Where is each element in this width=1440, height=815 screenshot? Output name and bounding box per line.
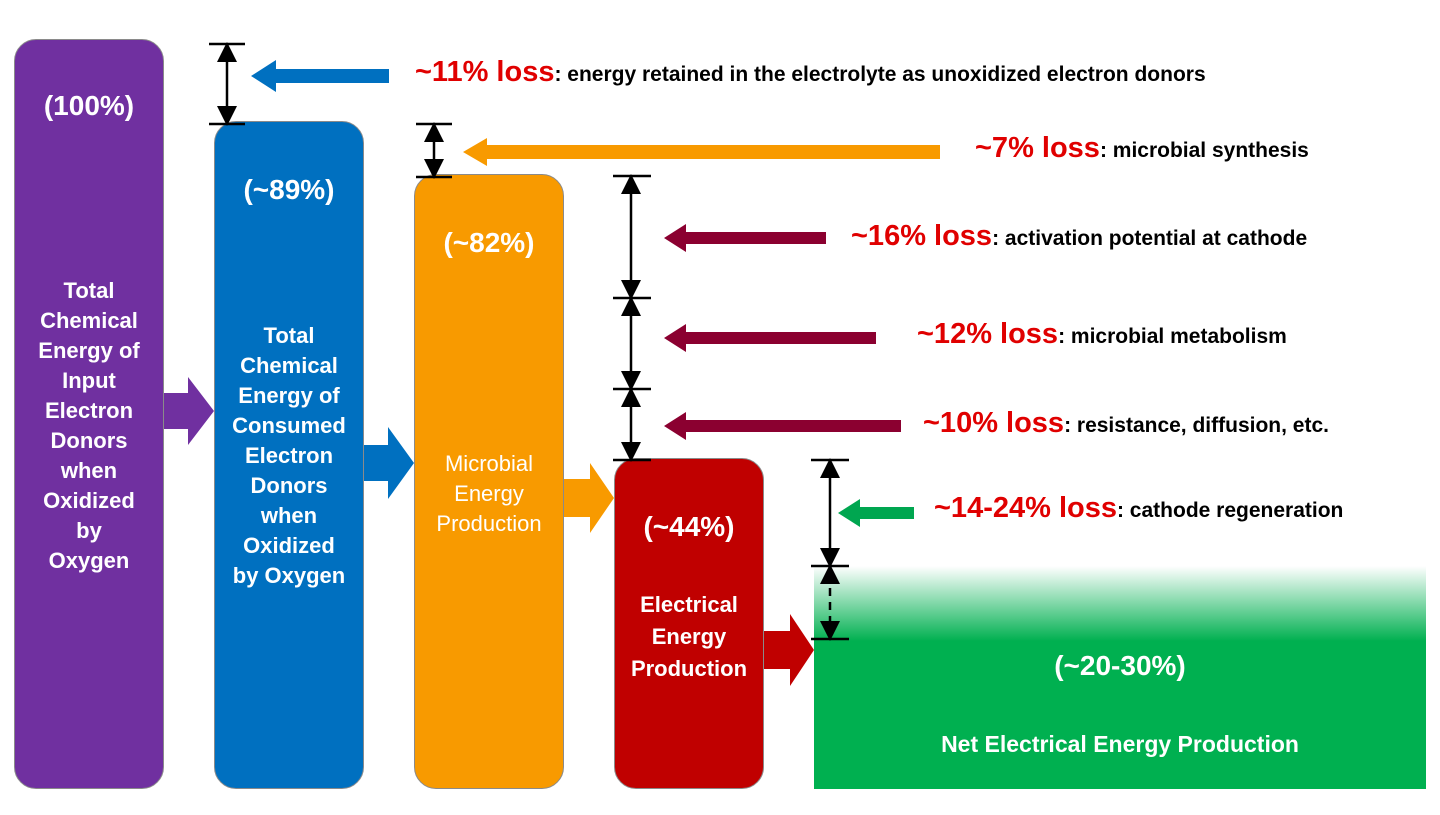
flow-arrow-1 [164,377,214,445]
loss-desc-resistance: : resistance, diffusion, etc. [1064,414,1329,437]
bar-input-energy: (100%) Total Chemical Energy of Input El… [14,39,164,789]
bar-net-percent: (~20-30%) [1054,650,1186,681]
loss-label-resistance: ~10% loss: resistance, diffusion, etc. [923,407,1329,440]
bar-electrical-percent: (~44%) [643,511,735,542]
flow-arrow-2 [364,427,414,499]
loss-desc-activation: : activation potential at cathode [992,227,1308,250]
loss-label-regeneration: ~14-24% loss: cathode regeneration [934,492,1343,525]
loss-desc-synthesis: : microbial synthesis [1099,139,1309,162]
loss-arrow-activation [664,224,826,252]
loss-percent-electrolyte: ~11% loss [415,56,555,88]
loss-desc-regeneration: : cathode regeneration [1116,499,1344,522]
loss-arrow-resistance [664,412,901,440]
flow-arrow-3 [564,463,614,533]
loss-label-electrolyte: ~11% loss: energy retained in the electr… [415,56,1206,89]
bar-microbial-energy: (~82%) Microbial Energy Production [414,174,564,789]
bar-electrical-label: Electrical Energy Production [630,592,748,681]
loss-percent-regeneration: ~14-24% loss [934,492,1117,524]
bar-electrical-energy: (~44%) Electrical Energy Production [614,458,764,789]
bar-input-label: Total Chemical Energy of Input Electron … [38,278,140,573]
bar-net-label: Net Electrical Energy Production [941,731,1299,757]
loss-desc-electrolyte: : energy retained in the electrolyte as … [554,63,1206,86]
loss-label-activation: ~16% loss: activation potential at catho… [851,220,1307,253]
bar-consumed-label: Total Chemical Energy of Consumed Electr… [232,323,346,588]
bar-input-percent: (100%) [43,90,135,121]
bar-net-electrical-energy: (~20-30%) Net Electrical Energy Producti… [814,566,1426,789]
dimension-markers [209,42,849,641]
bar-consumed-percent: (~89%) [243,174,335,205]
bar-microbial-percent: (~82%) [443,227,535,258]
loss-percent-activation: ~16% loss [851,220,993,252]
loss-arrow-metabolism [664,324,876,352]
bar-consumed-energy: (~89%) Total Chemical Energy of Consumed… [214,121,364,789]
loss-percent-synthesis: ~7% loss [975,132,1100,164]
bar-microbial-label: Microbial Energy Production [436,451,542,536]
loss-arrow-regeneration [838,499,914,527]
loss-percent-resistance: ~10% loss [923,407,1065,439]
loss-label-metabolism: ~12% loss: microbial metabolism [917,318,1287,351]
loss-arrow-electrolyte [251,60,389,92]
loss-desc-metabolism: : microbial metabolism [1058,325,1287,348]
loss-label-synthesis: ~7% loss: microbial synthesis [975,132,1309,165]
flow-arrow-4 [764,614,814,686]
loss-percent-metabolism: ~12% loss [917,318,1059,350]
loss-arrow-synthesis [463,138,940,166]
